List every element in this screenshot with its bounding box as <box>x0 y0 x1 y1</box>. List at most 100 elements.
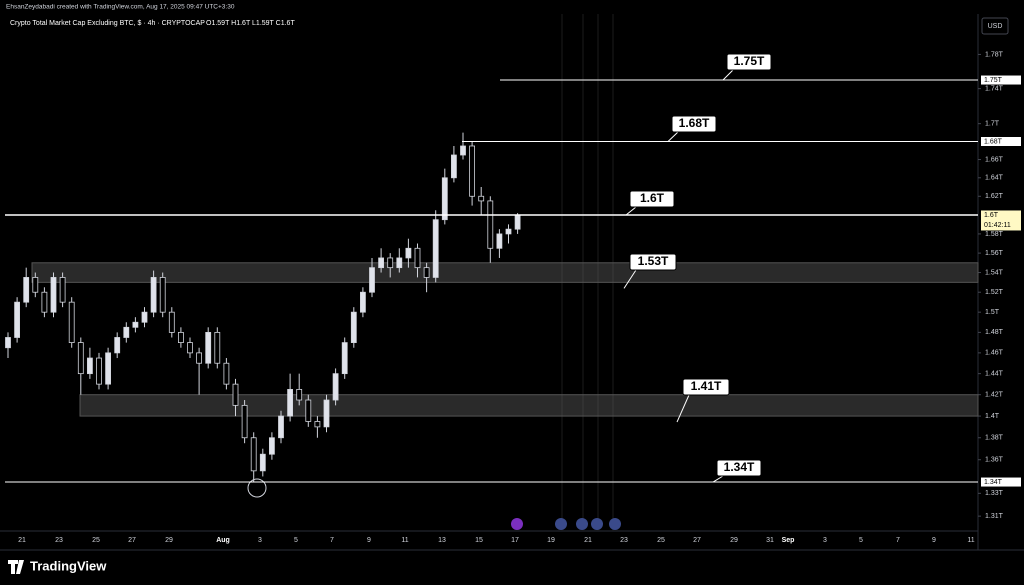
callout-pointer <box>625 206 637 216</box>
callout-box <box>716 459 762 477</box>
chart-title: Crypto Total Market Cap Excluding BTC, $… <box>10 20 205 27</box>
low-marker <box>247 478 267 498</box>
y-tick-label: 1.44T <box>985 370 1004 377</box>
candle-body <box>59 277 66 303</box>
x-tick-label: 9 <box>367 537 371 544</box>
candle-body <box>5 337 11 349</box>
y-tick-label: 1.33T <box>985 490 1004 497</box>
candle-body <box>450 154 457 179</box>
candle-body <box>141 311 148 323</box>
candle-body <box>159 277 166 313</box>
y-tick-label: 1.42T <box>985 392 1004 399</box>
candle-body <box>68 301 75 343</box>
currency-box[interactable] <box>981 17 1009 35</box>
x-tick-label: 15 <box>475 537 483 544</box>
y-tick-label: 1.78T <box>985 51 1004 58</box>
candle-body <box>259 453 266 472</box>
callout-label: 1.53T <box>638 254 669 268</box>
x-tick-label: 25 <box>92 537 100 544</box>
candle-body <box>232 383 239 406</box>
callout-label: 1.6T <box>640 191 665 205</box>
x-tick-label: 5 <box>859 537 863 544</box>
candle-body <box>287 389 294 417</box>
zone <box>79 394 979 417</box>
callout-pointer <box>667 131 679 142</box>
candle-body <box>414 247 421 269</box>
x-tick-label: 17 <box>511 537 519 544</box>
y-tick-label: 1.66T <box>985 156 1004 163</box>
candle-body <box>196 352 203 364</box>
price-label: 1.75T <box>984 77 1003 84</box>
price-label-box <box>981 137 1021 147</box>
candle-body <box>50 277 57 313</box>
candle-body <box>387 257 394 269</box>
candle-body <box>514 214 521 230</box>
candle-body <box>214 331 221 364</box>
x-tick-label: 9 <box>932 537 936 544</box>
x-tick-label: 29 <box>165 537 173 544</box>
price-label-box <box>981 75 1021 85</box>
x-tick-label: 3 <box>823 537 827 544</box>
y-tick-label: 1.58T <box>985 231 1004 238</box>
candle-body <box>105 352 111 385</box>
y-tick-label: 1.46T <box>985 350 1004 357</box>
event-icon[interactable] <box>555 518 567 530</box>
author-line: EhsanZeydabadi created with TradingView.… <box>6 4 235 11</box>
x-tick-label: Aug <box>216 537 230 544</box>
candle-body <box>241 404 248 439</box>
event-icon[interactable] <box>609 518 621 530</box>
candle-body <box>305 399 312 422</box>
x-tick-label: 29 <box>730 537 738 544</box>
x-tick-label: 25 <box>657 537 665 544</box>
y-tick-label: 1.62T <box>985 193 1004 200</box>
callout-label: 1.34T <box>724 460 755 474</box>
event-icon[interactable] <box>591 518 603 530</box>
y-tick-label: 1.54T <box>985 269 1004 276</box>
candle-body <box>487 200 494 249</box>
candle-body <box>332 373 339 401</box>
currency-label[interactable]: USD <box>988 23 1003 30</box>
y-tick-label: 1.4T <box>985 413 1000 420</box>
candle-body <box>296 389 303 401</box>
candle-body <box>23 277 30 303</box>
candle-body <box>359 291 366 313</box>
x-tick-label: 13 <box>438 537 446 544</box>
x-tick-label: 19 <box>547 537 555 544</box>
event-icon[interactable] <box>576 518 588 530</box>
callout-box <box>726 53 772 71</box>
candle-body <box>150 277 157 313</box>
price-label: 1.34T <box>984 479 1003 486</box>
candle-body <box>314 421 321 428</box>
price-label: 1.68T <box>984 138 1003 145</box>
candle-body <box>323 399 330 428</box>
candle-body <box>77 342 84 375</box>
callout-pointer <box>712 475 724 483</box>
callout-label: 1.75T <box>734 54 765 68</box>
candle-body <box>132 321 139 328</box>
x-tick-label: 31 <box>766 537 774 544</box>
candle-body <box>278 415 284 439</box>
event-icon[interactable] <box>511 518 523 530</box>
x-tick-label: 7 <box>330 537 334 544</box>
candle-body <box>205 331 212 364</box>
callout-box <box>682 378 730 396</box>
price-label-box <box>981 477 1021 487</box>
candle-body <box>32 277 39 293</box>
zone <box>31 262 979 283</box>
candle-body <box>96 357 102 385</box>
y-tick-label: 1.52T <box>985 289 1004 296</box>
candle-body <box>341 342 348 375</box>
callout-label: 1.41T <box>691 379 722 393</box>
candle-body <box>14 301 21 338</box>
candle-body <box>496 233 503 249</box>
y-tick-label: 1.36T <box>985 457 1004 464</box>
y-tick-label: 1.48T <box>985 329 1004 336</box>
candle-body <box>478 195 485 202</box>
candle-body <box>432 219 439 278</box>
candle-body <box>405 247 412 259</box>
y-tick-label: 1.7T <box>985 121 1000 128</box>
callout-box <box>629 253 677 271</box>
candle-body <box>350 311 357 343</box>
x-tick-label: 5 <box>294 537 298 544</box>
